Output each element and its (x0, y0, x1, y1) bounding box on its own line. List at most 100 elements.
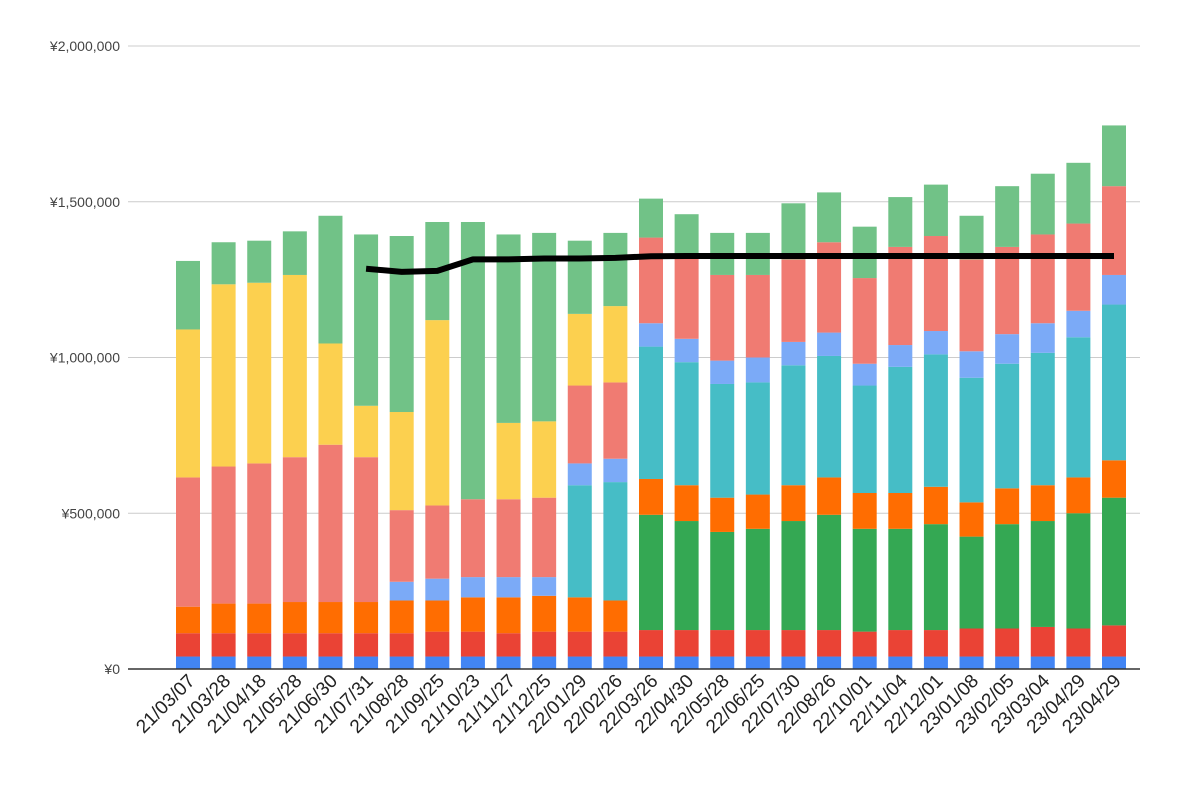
bar-stack (1102, 125, 1126, 669)
bar-segment (1066, 656, 1091, 669)
bar-segment (781, 203, 806, 260)
bar-stack (247, 240, 272, 669)
bar-segment (247, 240, 272, 283)
bar-segment (852, 656, 877, 669)
bar-segment (1102, 460, 1126, 498)
bar-segment (354, 405, 379, 458)
bar-segment (1102, 274, 1126, 305)
bar-segment (639, 198, 663, 238)
bar-segment (532, 631, 557, 657)
bar-segment (888, 366, 913, 494)
bar-segment (1066, 628, 1091, 657)
bar-segment (247, 633, 272, 657)
bar-segment (817, 656, 842, 669)
bar-segment (247, 463, 272, 604)
bar-segment (247, 603, 272, 634)
y-axis-labels: ¥0 ¥500,000 ¥1,000,000 ¥1,500,000 ¥2,000,000 (49, 38, 120, 677)
bar-segment (318, 602, 343, 634)
bar-segment (1102, 304, 1126, 461)
bar-segment (282, 656, 307, 669)
bar-segment (888, 656, 913, 669)
bar-segment (1030, 521, 1055, 627)
bar-segment (1030, 656, 1055, 669)
bar-segment (852, 631, 877, 657)
bar-segment (567, 385, 592, 464)
bar-segment (532, 577, 557, 596)
bar-segment (603, 382, 628, 459)
bar-segment (674, 256, 699, 339)
bar-segment (781, 521, 806, 631)
bar-segment (425, 600, 450, 632)
bar-segment (389, 600, 414, 634)
bar-segment (603, 600, 628, 632)
bar-segment (460, 597, 485, 632)
bar-stack (639, 198, 663, 669)
bar-segment (211, 656, 236, 669)
bar-segment (745, 494, 770, 529)
bar-segment (674, 338, 699, 363)
bar-stack (176, 260, 200, 669)
bar-segment (176, 633, 200, 657)
bar-stack (995, 186, 1020, 669)
bar-segment (817, 192, 842, 243)
bar-segment (318, 444, 343, 603)
bar-segment (923, 331, 948, 355)
bar-stack (923, 184, 948, 669)
bar-segment (781, 341, 806, 366)
bar-segment (959, 351, 984, 378)
bar-stack (460, 221, 485, 669)
bar-segment (1102, 186, 1126, 275)
bar-segment (745, 274, 770, 358)
bar-segment (888, 197, 913, 247)
bar-segment (745, 382, 770, 495)
bars (176, 125, 1126, 669)
bar-segment (354, 656, 379, 669)
bar-segment (532, 497, 557, 578)
bar-segment (532, 656, 557, 669)
bar-segment (532, 595, 557, 632)
bar-stack (710, 232, 735, 669)
bar-segment (639, 323, 663, 347)
bar-segment (923, 354, 948, 487)
bar-segment (710, 360, 735, 384)
bar-segment (1030, 234, 1055, 324)
bar-segment (959, 377, 984, 503)
bar-segment (888, 345, 913, 367)
bar-segment (496, 633, 521, 657)
y-tick-label: ¥0 (103, 661, 120, 677)
bar-segment (460, 499, 485, 578)
bar-segment (603, 631, 628, 657)
bar-segment (603, 306, 628, 383)
bar-segment (995, 334, 1020, 364)
bar-segment (603, 232, 628, 307)
bar-segment (959, 628, 984, 657)
line-series-path (365, 252, 1114, 275)
bar-segment (603, 656, 628, 669)
bar-stack (745, 232, 770, 669)
bar-stack (389, 236, 414, 669)
bar-segment (710, 274, 735, 361)
bar-segment (639, 237, 663, 324)
bar-stack (211, 242, 236, 669)
bar-segment (567, 313, 592, 386)
bar-segment (318, 633, 343, 657)
bar-segment (425, 656, 450, 669)
bar-segment (995, 488, 1020, 525)
bar-segment (567, 631, 592, 657)
y-tick-label: ¥500,000 (61, 505, 121, 521)
bar-segment (211, 466, 236, 604)
gridlines (128, 45, 1140, 514)
bar-segment (318, 656, 343, 669)
bar-segment (817, 332, 842, 356)
bar-segment (995, 363, 1020, 489)
bar-segment (460, 656, 485, 669)
bar-segment (211, 603, 236, 634)
bar-segment (603, 482, 628, 601)
bar-segment (817, 630, 842, 657)
y-tick-label: ¥1,000,000 (49, 350, 120, 366)
bar-segment (674, 214, 699, 257)
bar-segment (211, 242, 236, 285)
bar-stack (282, 231, 307, 669)
bar-segment (959, 259, 984, 352)
